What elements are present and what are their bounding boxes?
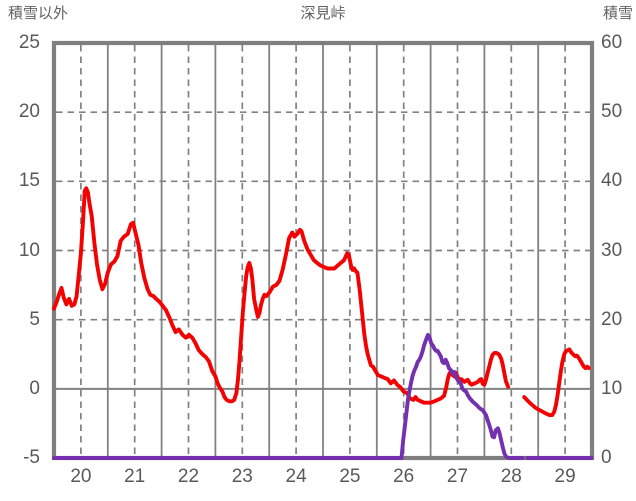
x-tick-23: 23 (231, 466, 253, 487)
series-line-non-snow (522, 347, 591, 418)
y-right-tick-30: 30 (601, 239, 623, 261)
left-axis-title: 積雪以外 (8, 5, 69, 22)
y-left-tick--5: -5 (23, 447, 40, 468)
y-left-tick-20: 20 (18, 101, 40, 123)
y-right-tick-10: 10 (601, 377, 623, 399)
chart-title: 深見峠 (300, 5, 346, 22)
series-line-non-snow (52, 186, 511, 405)
y-left-tick-25: 25 (18, 32, 40, 53)
x-tick-27: 27 (446, 466, 469, 487)
x-tick-25: 25 (339, 466, 361, 487)
x-tick-20: 20 (70, 466, 92, 487)
x-tick-21: 21 (124, 466, 146, 487)
y-right-tick-60: 60 (601, 32, 623, 53)
right-axis-title: 積雪 (602, 5, 633, 22)
y-left-tick-5: 5 (29, 308, 40, 330)
x-tick-29: 29 (554, 466, 576, 487)
x-tick-26: 26 (393, 466, 415, 487)
y-right-tick-0: 0 (601, 447, 612, 468)
y-right-tick-50: 50 (601, 101, 623, 123)
series-line-snow (52, 332, 525, 460)
x-tick-24: 24 (285, 466, 307, 487)
y-right-tick-20: 20 (601, 308, 623, 330)
y-left-tick-15: 15 (18, 170, 40, 192)
x-tick-28: 28 (500, 466, 522, 487)
y-left-tick-0: 0 (29, 377, 40, 399)
y-right-tick-40: 40 (601, 170, 623, 192)
y-left-tick-10: 10 (18, 239, 40, 261)
x-tick-22: 22 (177, 466, 200, 487)
